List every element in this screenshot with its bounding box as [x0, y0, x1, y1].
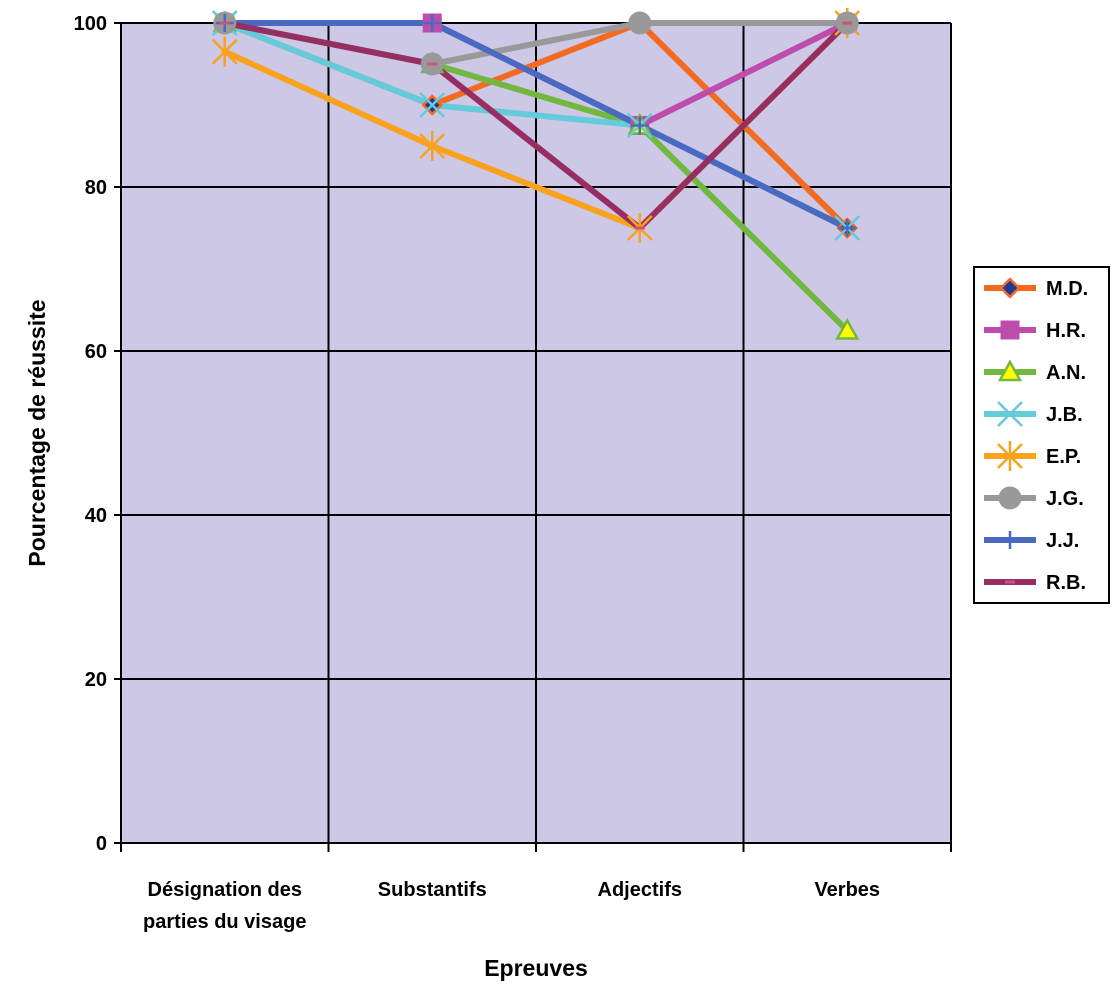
marker-star [997, 441, 1023, 471]
legend-item: M.D. [984, 277, 1088, 300]
series-line [221, 20, 851, 231]
marker-triangle [835, 317, 860, 340]
series-layer [211, 8, 861, 340]
marker-x [419, 92, 446, 118]
series-rb [221, 20, 851, 231]
marker-plus [1001, 531, 1019, 549]
y-tick-label: 20 [85, 669, 107, 691]
legend-label: R.B. [1046, 572, 1086, 594]
y-tick-label: 80 [85, 177, 107, 199]
marker-star [211, 36, 238, 67]
legend-label: M.D. [1046, 278, 1088, 300]
legend-label: A.N. [1046, 362, 1086, 384]
gridlines [121, 22, 952, 844]
legend-label: J.B. [1046, 404, 1083, 426]
series-jj [221, 20, 851, 231]
legend-label: J.G. [1046, 488, 1084, 510]
y-tick-label: 40 [85, 505, 107, 527]
marker-square [1000, 320, 1020, 340]
marker-triangle [997, 359, 1023, 382]
x-tick-label: Adjectifs [598, 879, 682, 901]
y-tick-label: 0 [96, 833, 107, 855]
legend-label: J.J. [1046, 530, 1079, 552]
x-tick-label: Verbes [814, 879, 880, 901]
legend: M.D. H.R. A.N. J.B. E.P. J.G. J.J. R.B. [973, 266, 1110, 604]
marker-plus [423, 14, 442, 32]
marker-circle [998, 486, 1022, 510]
legend-item: A.N. [984, 359, 1086, 384]
y-tick-label: 100 [74, 13, 107, 35]
marker-plus [838, 219, 857, 237]
legend-item: J.J. [984, 530, 1079, 552]
legend-item: E.P. [984, 441, 1081, 471]
marker-star [419, 131, 446, 161]
marker-circle [628, 11, 652, 35]
axes [114, 22, 952, 852]
legend-item: H.R. [984, 320, 1086, 342]
legend-label: E.P. [1046, 446, 1081, 468]
marker-diamond [999, 277, 1021, 299]
tick-labels: 0 20 40 60 80 100 Désignation des parties du vi… [74, 13, 880, 933]
legend-item: R.B. [984, 572, 1086, 594]
series-line [221, 20, 851, 231]
x-tick-label: Désignation des parties du visage [143, 879, 306, 933]
legend-item: J.B. [984, 401, 1083, 427]
x-axis-title: Epreuves [484, 955, 588, 981]
marker-plus [630, 116, 649, 135]
x-tick-label: Substantifs [378, 879, 487, 901]
legend-box [973, 266, 1110, 604]
y-tick-label: 60 [85, 341, 107, 363]
legend-item: J.G. [984, 486, 1084, 510]
legend-label: H.R. [1046, 320, 1086, 342]
y-axis-title: Pourcentage de réussite [24, 299, 50, 566]
marker-x [997, 401, 1023, 427]
